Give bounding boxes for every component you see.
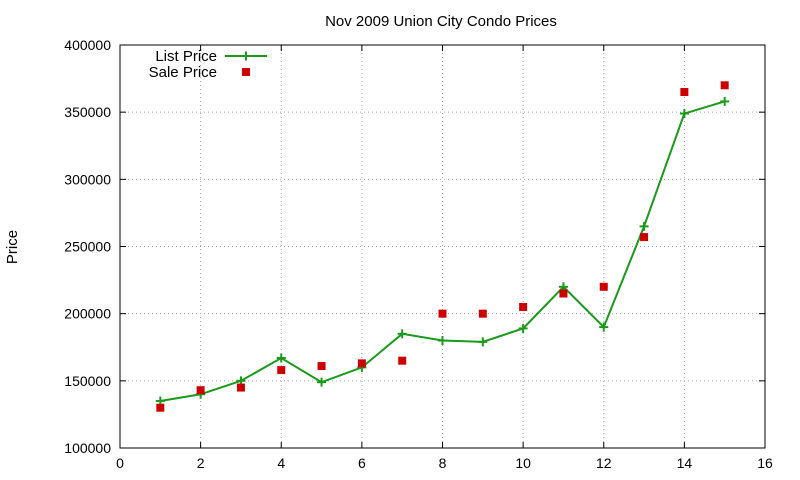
sale-price-point [277,366,286,375]
sale-price-point [196,386,205,395]
y-tick-label: 250000 [64,239,111,255]
chart-title: Nov 2009 Union City Condo Prices [325,13,557,30]
list-price-point [639,221,649,231]
grid-lines [120,45,765,448]
y-tick-label: 200000 [64,306,111,322]
sale-price-point [478,309,487,318]
list-price-line [160,100,725,402]
x-tick-label: 16 [757,455,773,471]
sale-price-point [398,356,407,365]
x-tick-label: 10 [515,455,531,471]
legend-swatch-sale-price [242,68,250,76]
list-price-point [397,329,407,339]
x-tick-label: 2 [197,455,205,471]
sale-price-point [599,282,608,291]
sale-price-point [640,233,649,242]
y-tick-label: 400000 [64,37,111,53]
x-tick-label: 6 [358,455,366,471]
sale-price-point [559,289,568,298]
sale-price-point [156,403,165,412]
y-tick-label: 300000 [64,171,111,187]
sale-price-point [236,383,245,392]
y-tick-label: 150000 [64,373,111,389]
sale-price-point [438,309,447,318]
x-tick-label: 0 [116,455,124,471]
list-price-point [478,337,488,347]
y-axis-label: Price [4,230,21,264]
series-list-price [155,96,730,406]
y-axis-ticks: 100000 150000 200000 250000 300000 350000 4000… [64,37,765,456]
list-price-point [518,323,528,333]
list-price-point [720,96,730,106]
sale-price-point [357,359,366,368]
x-axis-ticks: 0 2 4 6 8 10 12 14 16 [116,45,773,471]
x-tick-label: 14 [677,455,693,471]
sale-price-point [720,81,729,90]
sale-price-point [519,302,528,311]
y-tick-label: 350000 [64,104,111,120]
x-tick-label: 8 [439,455,447,471]
legend-label-sale-price: Sale Price [149,64,217,81]
y-tick-label: 100000 [64,440,111,456]
list-price-point [679,109,689,119]
legend-label-list-price: List Price [155,48,217,65]
sale-price-point [680,88,689,97]
x-tick-label: 12 [596,455,612,471]
x-tick-label: 4 [277,455,285,471]
sale-price-point [317,362,326,371]
list-price-point [276,353,286,363]
series-sale-price [156,81,729,412]
list-price-point [438,336,447,346]
list-price-point [599,322,609,332]
list-price-point [317,377,327,387]
